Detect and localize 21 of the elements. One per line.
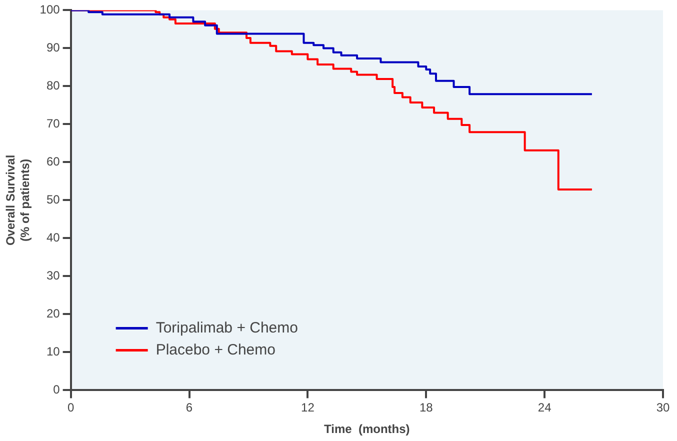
y-tick-label: 90 (46, 40, 60, 55)
y-tick-label: 30 (46, 268, 60, 283)
x-tick-label: 18 (419, 400, 434, 415)
y-tick-label: 60 (46, 154, 60, 169)
x-tick-label: 24 (538, 400, 552, 415)
x-tick-label: 30 (656, 400, 670, 415)
y-tick-label: 0 (53, 382, 60, 397)
legend-label: Toripalimab + Chemo (156, 319, 298, 336)
y-tick-label: 80 (46, 78, 60, 93)
y-tick-label: 100 (40, 2, 60, 17)
x-tick-label: 12 (301, 400, 315, 415)
x-tick-label: 6 (186, 400, 193, 415)
y-tick-label: 70 (46, 116, 60, 131)
y-tick-label: 40 (46, 230, 60, 245)
x-tick-label: 0 (67, 400, 74, 415)
y-axis-title: Overall Survival (% of patients) (4, 154, 32, 246)
x-axis-title: Time (months) (324, 422, 410, 436)
y-tick-label: 50 (46, 192, 60, 207)
y-tick-label: 10 (46, 344, 60, 359)
y-tick-label: 20 (46, 306, 60, 321)
legend-label: Placebo + Chemo (156, 341, 276, 358)
